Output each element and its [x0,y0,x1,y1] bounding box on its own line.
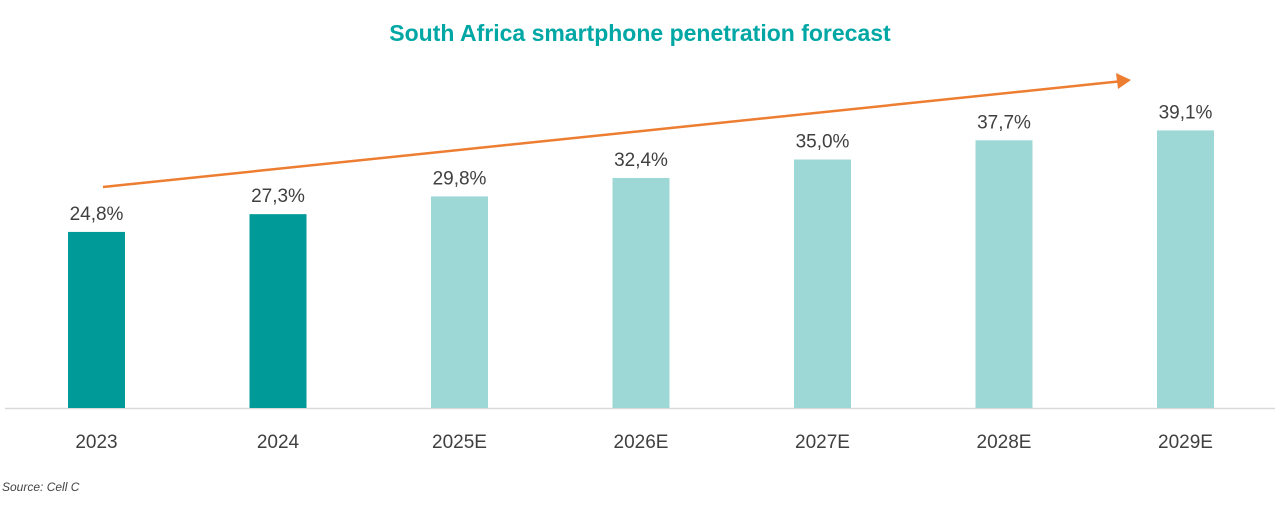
trend-arrow-head-icon [1116,73,1131,89]
data-label-2024: 27,3% [251,186,305,207]
bar-2028E [975,140,1033,408]
bar-2023 [68,231,125,408]
data-label-2029E: 39,1% [1159,102,1213,123]
x-tick-label-2027E: 2027E [795,432,850,453]
x-tick-label-2025E: 2025E [432,432,487,453]
data-label-2026E: 32,4% [614,150,668,171]
data-label-2023: 24,8% [70,204,124,225]
x-tick-label-2029E: 2029E [1158,432,1213,453]
chart-title: South Africa smartphone penetration fore… [389,20,891,46]
data-label-2028E: 37,7% [977,112,1031,133]
trend-arrow-line [102,80,1119,189]
bar-2026E [612,177,670,408]
bar-2027E [794,159,851,408]
x-tick-label-2024: 2024 [257,432,300,453]
source-note: Source: Cell C [2,480,80,494]
x-tick-label-2023: 2023 [75,432,117,453]
x-tick-label-2028E: 2028E [977,432,1032,453]
bar-2024 [249,214,307,408]
bar-2029E [1157,130,1214,408]
x-tick-label-2026E: 2026E [614,432,669,453]
data-label-2027E: 35,0% [796,132,850,153]
data-label-2025E: 29,8% [433,168,487,189]
bar-2025E [431,196,488,408]
